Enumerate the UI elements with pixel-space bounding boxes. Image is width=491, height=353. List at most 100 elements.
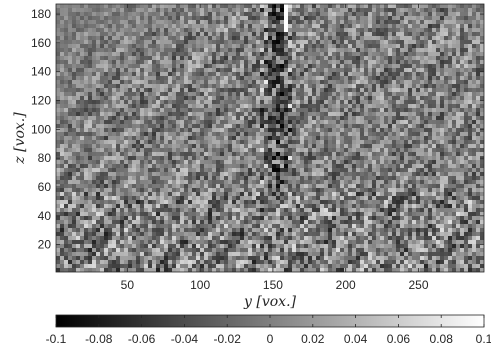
heatmap-cell	[332, 144, 336, 148]
heatmap-cell	[468, 168, 472, 172]
heatmap-cell	[368, 176, 372, 180]
heatmap-cell	[160, 36, 164, 40]
heatmap-cell	[276, 144, 280, 148]
heatmap-cell	[452, 164, 456, 168]
heatmap-cell	[468, 28, 472, 32]
heatmap-cell	[256, 112, 260, 116]
heatmap-cell	[460, 168, 464, 172]
heatmap-cell	[264, 16, 268, 20]
heatmap-cell	[112, 116, 116, 120]
heatmap-cell	[60, 52, 64, 56]
heatmap-cell	[388, 80, 392, 84]
heatmap-cell	[96, 40, 100, 44]
heatmap-cell	[132, 56, 136, 60]
heatmap-cell	[148, 124, 152, 128]
heatmap-cell	[284, 184, 288, 188]
heatmap-cell	[428, 160, 432, 164]
heatmap-cell	[68, 80, 72, 84]
heatmap-cell	[120, 68, 124, 72]
heatmap-cell	[404, 168, 408, 172]
heatmap-cell	[128, 124, 132, 128]
heatmap-cell	[456, 32, 460, 36]
heatmap-cell	[184, 144, 188, 148]
heatmap-cell	[244, 100, 248, 104]
heatmap-cell	[280, 132, 284, 136]
heatmap-cell	[248, 24, 252, 28]
heatmap-cell	[464, 136, 468, 140]
heatmap-cell	[468, 68, 472, 72]
heatmap-cell	[396, 180, 400, 184]
heatmap-cell	[344, 16, 348, 20]
heatmap-cell	[420, 160, 424, 164]
heatmap-cell	[112, 100, 116, 104]
heatmap-cell	[316, 28, 320, 32]
heatmap-cell	[424, 164, 428, 168]
heatmap-cell	[324, 68, 328, 72]
heatmap-cell	[320, 16, 324, 20]
heatmap-cell	[64, 108, 68, 112]
heatmap-cell	[176, 104, 180, 108]
heatmap-cell	[104, 80, 108, 84]
heatmap-cell	[452, 136, 456, 140]
heatmap-cell	[236, 8, 240, 12]
heatmap-cell	[116, 172, 120, 176]
heatmap-cell	[476, 8, 480, 12]
heatmap-cell	[392, 124, 396, 128]
heatmap-cell	[252, 160, 256, 164]
heatmap-cell	[176, 16, 180, 20]
heatmap-cell	[192, 56, 196, 60]
heatmap-cell	[308, 84, 312, 88]
heatmap-cell	[300, 72, 304, 76]
heatmap-cell	[276, 64, 280, 68]
heatmap-cell	[144, 56, 148, 60]
heatmap-cell	[264, 68, 268, 72]
heatmap-cell	[340, 136, 344, 140]
heatmap-cell	[68, 12, 72, 16]
heatmap-cell	[156, 40, 160, 44]
heatmap-cell	[196, 52, 200, 56]
heatmap-cell	[136, 60, 140, 64]
heatmap-cell	[164, 60, 168, 64]
heatmap-cell	[308, 28, 312, 32]
heatmap-cell	[216, 108, 220, 112]
heatmap-cell	[80, 128, 84, 132]
heatmap-cell	[392, 176, 396, 180]
heatmap-cell	[212, 28, 216, 32]
heatmap-cell	[416, 180, 420, 184]
heatmap-cell	[432, 56, 436, 60]
heatmap-cell	[328, 16, 332, 20]
heatmap-cell	[264, 188, 268, 192]
heatmap-cell	[132, 136, 136, 140]
heatmap-cell	[72, 8, 76, 12]
heatmap-cell	[68, 48, 72, 52]
heatmap-cell	[56, 144, 60, 148]
heatmap-cell	[356, 76, 360, 80]
heatmap-cell	[236, 132, 240, 136]
heatmap-cell	[208, 116, 212, 120]
heatmap-cell	[476, 28, 480, 32]
heatmap-cell	[244, 52, 248, 56]
heatmap-cell	[100, 48, 104, 52]
heatmap-cell	[460, 12, 464, 16]
heatmap-cell	[240, 160, 244, 164]
heatmap-cell	[436, 152, 440, 156]
heatmap-cell	[276, 88, 280, 92]
heatmap-cell	[148, 24, 152, 28]
heatmap-cell	[204, 84, 208, 88]
heatmap-cell	[256, 32, 260, 36]
heatmap-cell	[184, 84, 188, 88]
heatmap-cell	[376, 156, 380, 160]
heatmap-cell	[116, 152, 120, 156]
heatmap-cell	[168, 12, 172, 16]
heatmap-cell	[168, 48, 172, 52]
heatmap-cell	[284, 120, 288, 124]
heatmap-cell	[348, 100, 352, 104]
heatmap-cell	[160, 96, 164, 100]
heatmap-cell	[200, 92, 204, 96]
heatmap-cell	[100, 120, 104, 124]
heatmap-cell	[428, 56, 432, 60]
heatmap-cell	[200, 152, 204, 156]
heatmap-cell	[436, 68, 440, 72]
heatmap-cell	[324, 32, 328, 36]
heatmap-cell	[208, 140, 212, 144]
